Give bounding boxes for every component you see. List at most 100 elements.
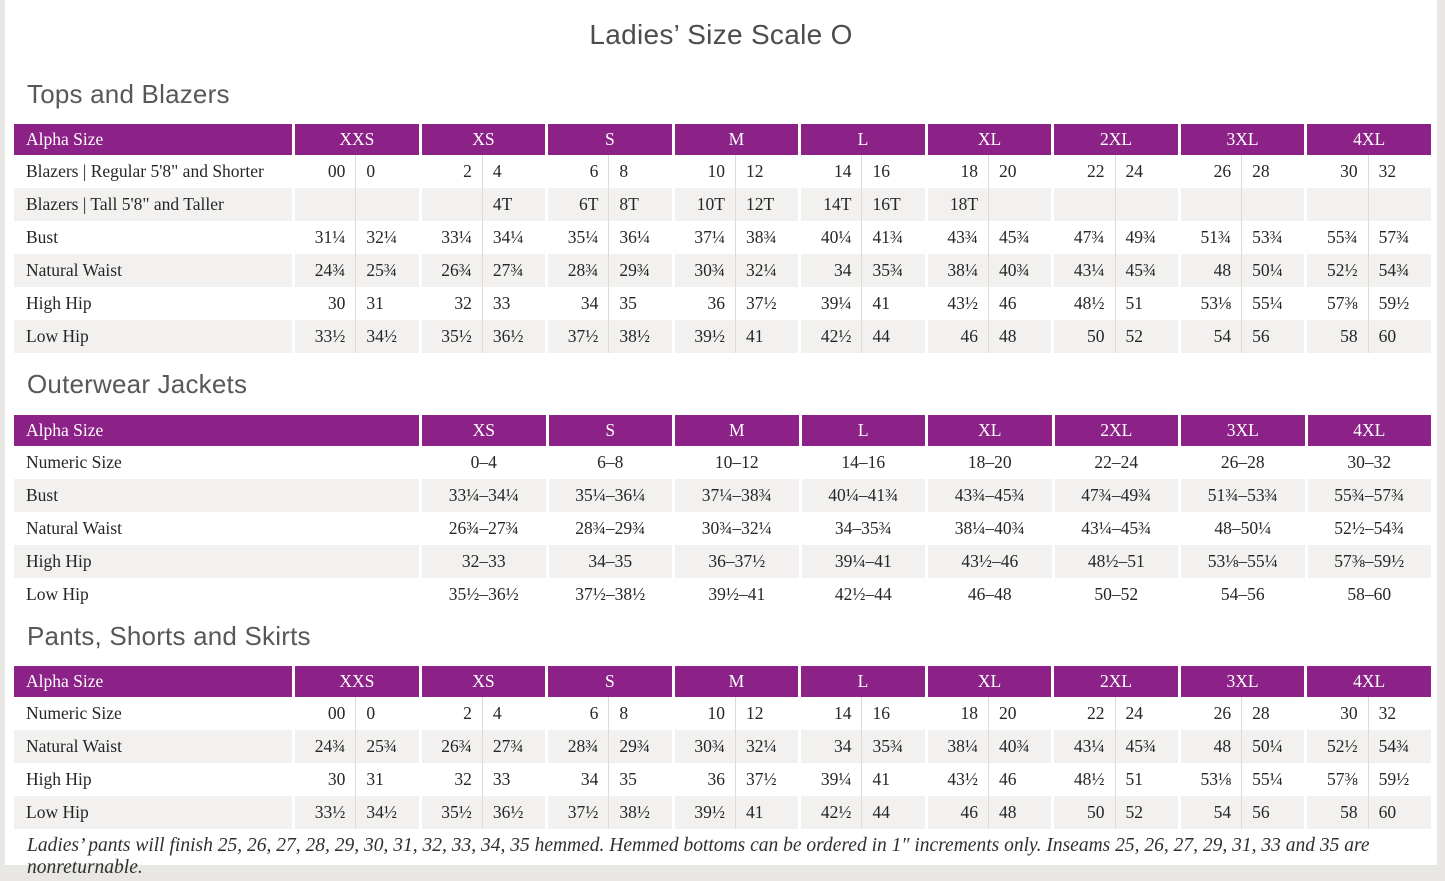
- row-label: Numeric Size: [14, 697, 293, 730]
- size-cell: 26¾: [418, 254, 482, 287]
- size-cell: 46: [988, 763, 1052, 796]
- size-cell: [1114, 188, 1178, 221]
- column-header-4xl: 4XL: [1304, 124, 1431, 155]
- size-cell: 47¾–49¾: [1051, 479, 1178, 512]
- size-cell: 14: [798, 697, 862, 730]
- size-cell: 8: [608, 155, 672, 188]
- size-cell: 45¾: [1114, 254, 1178, 287]
- size-cell: 52½: [1304, 730, 1368, 763]
- size-cell: 55¾: [1304, 221, 1368, 254]
- size-cell: 28¾: [545, 730, 609, 763]
- row-label: Natural Waist: [14, 254, 293, 287]
- size-cell: 46: [988, 287, 1052, 320]
- column-header-2xl: 2XL: [1051, 666, 1178, 697]
- size-cell: 31: [355, 763, 419, 796]
- column-header-xs: XS: [418, 124, 546, 155]
- size-cell: 39¼–41: [798, 545, 925, 578]
- size-table: Alpha Size XXS XS S M L XL 2XL 3XL 4XL Blazers | R…: [14, 124, 1431, 353]
- size-cell: 14T: [798, 188, 862, 221]
- size-cell: 52: [1114, 796, 1178, 829]
- table-row: Natural Waist 26¾–27¾ 28¾–29¾ 30¾–32¼ 34–35¾…: [14, 512, 1431, 545]
- size-cell: 43¼–45¾: [1051, 512, 1178, 545]
- size-cell: [355, 188, 419, 221]
- size-cell: [1304, 188, 1368, 221]
- size-cell: 46: [924, 320, 989, 353]
- size-cell: 35½: [418, 796, 482, 829]
- size-cell: 12: [734, 155, 799, 188]
- size-cell: 38¼: [924, 254, 989, 287]
- size-cell: 6–8: [545, 446, 672, 479]
- size-cell: 55¼: [1241, 763, 1305, 796]
- size-cell: 0: [355, 155, 419, 188]
- size-cell: 30: [292, 287, 356, 320]
- size-cell: 25¾: [355, 254, 419, 287]
- size-cell: 34½: [355, 796, 419, 829]
- column-header-xl: XL: [925, 415, 1052, 446]
- section-title-pants-shorts-skirts: Pants, Shorts and Skirts: [27, 621, 311, 651]
- size-cell: 4: [481, 155, 546, 188]
- size-cell: 52½–54¾: [1304, 512, 1431, 545]
- column-header-m: M: [672, 415, 799, 446]
- row-label: Natural Waist: [14, 730, 293, 763]
- size-cell: 27¾: [481, 254, 546, 287]
- size-cell: 28¾–29¾: [545, 512, 672, 545]
- size-cell: 37½: [545, 320, 609, 353]
- size-cell: 56: [1241, 796, 1305, 829]
- size-cell: 33¼: [418, 221, 482, 254]
- size-cell: 24¾: [292, 254, 356, 287]
- size-cell: 37½: [734, 763, 799, 796]
- size-cell: 32¼: [734, 730, 799, 763]
- size-cell: 55¾–57¾: [1304, 479, 1431, 512]
- size-cell: 37½: [734, 287, 799, 320]
- size-cell: 50: [1051, 796, 1115, 829]
- column-header-xxs: XXS: [292, 124, 419, 155]
- size-cell: 50: [1051, 320, 1115, 353]
- size-cell: 40¾: [988, 730, 1052, 763]
- column-header-4xl: 4XL: [1304, 666, 1431, 697]
- size-cell: 53¾: [1241, 221, 1305, 254]
- size-cell: 30¾: [671, 254, 735, 287]
- size-cell: 39½: [671, 320, 735, 353]
- size-cell: 51¾–53¾: [1178, 479, 1305, 512]
- size-cell: 60: [1367, 796, 1431, 829]
- size-cell: 28: [1241, 697, 1305, 730]
- column-header-m: M: [671, 666, 799, 697]
- size-cell: 53⅛: [1177, 287, 1242, 320]
- size-cell: 49¾: [1114, 221, 1178, 254]
- row-label: Bust: [14, 479, 419, 512]
- size-cell: 33: [481, 287, 546, 320]
- size-cell: 43¾: [924, 221, 989, 254]
- size-cell: 44: [861, 320, 925, 353]
- size-cell: 14: [798, 155, 862, 188]
- size-cell: 18T: [924, 188, 989, 221]
- size-cell: 4T: [481, 188, 546, 221]
- size-cell: 28¾: [545, 254, 609, 287]
- size-cell: 20: [988, 697, 1052, 730]
- size-cell: 12T: [734, 188, 799, 221]
- size-cell: 38¼–40¾: [925, 512, 1052, 545]
- size-cell: [1241, 188, 1305, 221]
- table-row: Low Hip 35½–36½ 37½–38½ 39½–41 42½–44 46–48 50…: [14, 578, 1431, 611]
- size-cell: 32: [418, 763, 482, 796]
- size-cell: 48: [1177, 254, 1242, 287]
- size-cell: 58: [1304, 320, 1368, 353]
- size-cell: 4: [481, 697, 546, 730]
- size-cell: 35¼–36¼: [545, 479, 672, 512]
- size-cell: 58: [1304, 796, 1368, 829]
- size-cell: 48: [988, 320, 1052, 353]
- size-cell: 38½: [608, 320, 672, 353]
- size-table-pants-shorts-skirts: Alpha Size XXS XS S M L XL 2XL 3XL 4XL Numeric Siz…: [14, 666, 1431, 829]
- size-cell: 53⅛: [1177, 763, 1242, 796]
- column-header-s: S: [545, 415, 672, 446]
- size-cell: [1367, 188, 1431, 221]
- row-label: High Hip: [14, 287, 293, 320]
- size-cell: 48: [1177, 730, 1242, 763]
- size-cell: 0–4: [419, 446, 546, 479]
- size-cell: 32: [1367, 697, 1431, 730]
- size-cell: 40¾: [988, 254, 1052, 287]
- size-table: Alpha Size XS S M L XL 2XL 3XL 4XL Numeric Size 0–…: [14, 415, 1431, 611]
- size-cell: 41: [734, 796, 799, 829]
- size-cell: 43½: [924, 287, 989, 320]
- size-cell: 0: [355, 697, 419, 730]
